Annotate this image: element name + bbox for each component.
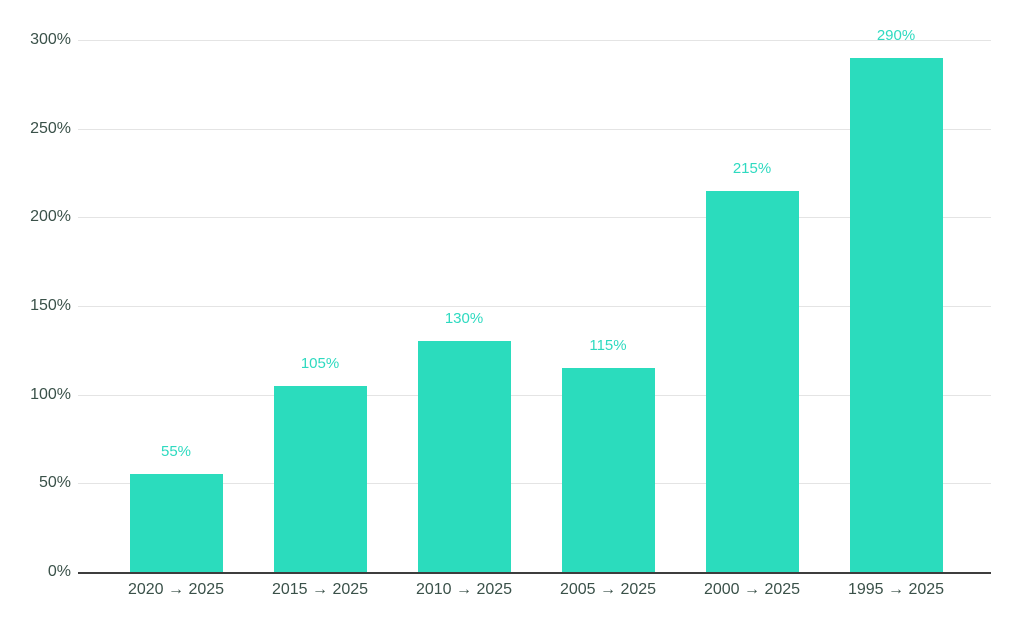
bar — [129, 474, 223, 572]
gridline — [78, 128, 991, 130]
bar — [273, 385, 367, 572]
gridline — [78, 40, 991, 41]
y-tick-label: 300% — [30, 31, 71, 48]
gridline — [78, 483, 991, 485]
x-tick-label: 2005 → 2025 — [559, 581, 657, 598]
x-tick-label: 2020 → 2025 — [127, 581, 225, 598]
bar-value-label: 55% — [160, 443, 192, 461]
bar-value-label: 105% — [300, 354, 340, 372]
y-tick-label: 250% — [30, 119, 71, 137]
x-axis: 2020 → 2025 2015 → 2025 2010 → 2025 2005 → … — [104, 579, 968, 601]
y-tick-label: 100% — [30, 385, 71, 403]
y-tick-label: 0% — [47, 563, 71, 580]
gridline — [78, 306, 991, 307]
plot-area: 55% 105% 130% 115% 215% 290% — [78, 27, 991, 572]
bar-value-label: 215% — [732, 159, 772, 177]
x-tick-label: 2010 → 2025 — [415, 581, 513, 598]
x-axis-line — [78, 572, 991, 574]
bar — [705, 190, 799, 572]
x-tick-label: 1995 → 2025 — [847, 581, 945, 598]
gridline — [78, 394, 991, 396]
bar — [417, 341, 511, 572]
bar-value-label: 130% — [444, 310, 484, 328]
gridline — [78, 217, 991, 219]
bar — [849, 57, 943, 572]
x-tick-label: 2000 → 2025 — [703, 581, 801, 598]
x-tick-label: 2015 → 2025 — [271, 581, 369, 598]
y-tick-label: 150% — [30, 297, 71, 314]
y-tick-label: 50% — [38, 474, 71, 492]
y-tick-label: 200% — [30, 208, 71, 226]
bar — [561, 368, 655, 572]
y-axis: 0% 50% 100% 150% 200% 250% 300% — [0, 0, 71, 633]
bar-value-label: 290% — [876, 26, 916, 44]
bar-value-label: 115% — [589, 337, 627, 355]
